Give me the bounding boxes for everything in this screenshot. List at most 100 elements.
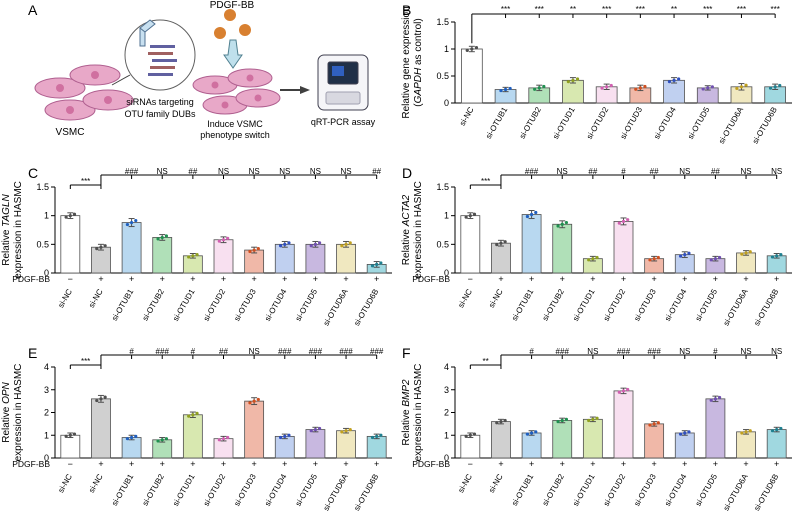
svg-text:si-OTUD6B: si-OTUD6B [352, 473, 380, 513]
svg-text:si-OTUD2: si-OTUD2 [602, 287, 628, 323]
svg-text:si-OTUD5: si-OTUD5 [294, 287, 320, 323]
svg-text:+: + [652, 459, 657, 469]
svg-text:###: ### [370, 347, 384, 356]
svg-text:#: # [191, 347, 196, 356]
svg-text:(GAPDH as control): (GAPDH as control) [413, 18, 424, 106]
svg-text:+: + [160, 274, 165, 284]
svg-text:###: ### [156, 347, 170, 356]
svg-text:PDGF-BB: PDGF-BB [12, 274, 50, 284]
svg-text:1: 1 [444, 211, 449, 221]
svg-text:−: − [68, 459, 73, 469]
svg-text:3: 3 [44, 385, 49, 395]
svg-text:NS: NS [249, 347, 260, 356]
svg-text:si-OTUD1: si-OTUD1 [571, 472, 597, 508]
svg-text:0: 0 [444, 98, 449, 108]
svg-text:NS: NS [679, 167, 690, 176]
qpcr-machine [318, 55, 368, 110]
svg-text:si-OTUD2: si-OTUD2 [202, 287, 228, 323]
panel-e: E 01234Relative OPNexpression in HASMCsi… [0, 345, 400, 530]
svg-text:##: ## [588, 167, 597, 176]
svg-text:+: + [190, 459, 195, 469]
svg-text:si-OTUB1: si-OTUB1 [110, 287, 136, 322]
svg-text:si-OTUD3: si-OTUD3 [232, 287, 258, 323]
panel-label-b: B [402, 2, 411, 18]
svg-text:−: − [468, 459, 473, 469]
svg-text:***: *** [535, 5, 544, 14]
svg-text:###: ### [339, 347, 353, 356]
svg-text:4: 4 [444, 362, 449, 372]
vsmc-label: VSMC [56, 127, 85, 138]
svg-text:Relative TAGLN: Relative TAGLN [1, 193, 12, 265]
svg-text:NS: NS [771, 347, 782, 356]
svg-text:Relative BMP2: Relative BMP2 [401, 379, 412, 446]
svg-text:***: *** [602, 5, 611, 14]
svg-text:1.5: 1.5 [436, 17, 449, 27]
svg-text:PDGF-BB: PDGF-BB [412, 274, 450, 284]
svg-text:si-OTUB2: si-OTUB2 [518, 105, 544, 140]
svg-text:1: 1 [444, 430, 449, 440]
svg-text:+: + [129, 459, 134, 469]
svg-text:+: + [313, 274, 318, 284]
svg-text:si-OTUB1: si-OTUB1 [510, 472, 536, 507]
svg-text:PDGF-BB: PDGF-BB [12, 459, 50, 469]
svg-text:+: + [98, 459, 103, 469]
svg-text:##: ## [650, 167, 659, 176]
svg-text:si-OTUD4: si-OTUD4 [663, 287, 689, 323]
svg-text:#: # [129, 347, 134, 356]
svg-text:###: ### [309, 347, 323, 356]
svg-text:0.5: 0.5 [436, 239, 449, 249]
right-arrow-head [300, 86, 310, 94]
svg-text:Relative ACTA2: Relative ACTA2 [401, 194, 412, 265]
svg-text:+: + [713, 274, 718, 284]
svg-text:NS: NS [740, 347, 751, 356]
svg-text:0.5: 0.5 [36, 239, 49, 249]
svg-text:si-OTUB1: si-OTUB1 [484, 105, 510, 140]
svg-text:+: + [529, 459, 534, 469]
svg-text:**: ** [570, 5, 576, 14]
svg-text:si-NC: si-NC [458, 105, 476, 127]
svg-text:si-OTUD3: si-OTUD3 [232, 472, 258, 508]
svg-text:Relative gene expression: Relative gene expression [401, 6, 412, 118]
svg-text:**: ** [483, 357, 489, 366]
svg-text:si-OTUD3: si-OTUD3 [619, 105, 645, 141]
svg-text:si-OTUD6B: si-OTUD6B [752, 288, 780, 328]
svg-text:NS: NS [587, 347, 598, 356]
svg-text:+: + [343, 459, 348, 469]
svg-text:+: + [221, 459, 226, 469]
chart-e: 01234Relative OPNexpression in HASMCsi-N… [0, 345, 400, 530]
svg-text:+: + [129, 274, 134, 284]
svg-text:si-NC: si-NC [87, 472, 105, 494]
svg-text:si-OTUD1: si-OTUD1 [571, 287, 597, 323]
svg-text:#: # [713, 347, 718, 356]
svg-text:***: *** [703, 5, 712, 14]
svg-text:+: + [529, 274, 534, 284]
svg-text:+: + [743, 459, 748, 469]
svg-text:+: + [774, 274, 779, 284]
svg-text:+: + [190, 274, 195, 284]
svg-text:si-OTUD5: si-OTUD5 [294, 472, 320, 508]
panel-label-e: E [28, 345, 37, 361]
svg-text:3: 3 [444, 385, 449, 395]
svg-text:si-OTUB2: si-OTUB2 [141, 287, 167, 322]
svg-text:si-OTUB2: si-OTUB2 [541, 472, 567, 507]
svg-text:###: ### [617, 347, 631, 356]
panel-a-diagram: VSMC siRNAs targeting OTU family DUBs [0, 0, 400, 155]
svg-text:si-OTUD6B: si-OTUD6B [752, 473, 780, 513]
svg-text:+: + [560, 459, 565, 469]
vsmc-cells-left [35, 65, 133, 120]
svg-text:si-OTUD1: si-OTUD1 [551, 105, 577, 141]
svg-text:si-OTUB1: si-OTUB1 [110, 472, 136, 507]
svg-text:si-NC: si-NC [487, 287, 505, 309]
svg-text:NS: NS [679, 347, 690, 356]
chart-c: 00.511.5Relative TAGLNexpression in HASM… [0, 165, 400, 345]
sirna-label-1: siRNAs targeting [126, 97, 194, 107]
svg-text:***: *** [770, 5, 779, 14]
svg-text:+: + [343, 274, 348, 284]
svg-text:NS: NS [557, 167, 568, 176]
svg-text:##: ## [188, 167, 197, 176]
svg-text:si-OTUD5: si-OTUD5 [694, 472, 720, 508]
svg-text:##: ## [219, 347, 228, 356]
svg-text:si-OTUD4: si-OTUD4 [263, 472, 289, 508]
svg-text:+: + [774, 459, 779, 469]
svg-text:si-OTUD1: si-OTUD1 [171, 287, 197, 323]
